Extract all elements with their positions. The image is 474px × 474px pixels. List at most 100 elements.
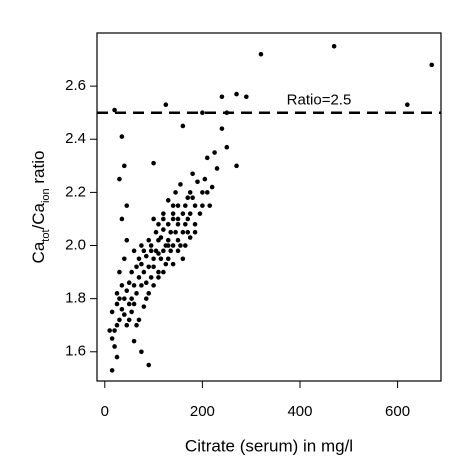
data-point <box>122 312 127 317</box>
data-point <box>429 62 435 68</box>
data-point <box>119 134 125 139</box>
data-point <box>129 269 134 275</box>
data-point <box>148 243 154 248</box>
data-point <box>170 211 176 216</box>
y-axis-label: Catot/Caion ratio <box>29 151 51 264</box>
data-point <box>146 291 152 296</box>
data-point <box>143 253 149 259</box>
x-tick-label: 600 <box>385 403 410 420</box>
data-point <box>183 243 188 248</box>
data-point <box>170 261 176 267</box>
data-point <box>165 221 171 227</box>
data-point <box>112 344 117 349</box>
data-point <box>192 229 198 235</box>
data-point <box>124 288 130 293</box>
data-point <box>151 264 156 270</box>
data-point <box>124 203 130 208</box>
data-point <box>146 237 152 243</box>
data-point <box>131 338 137 344</box>
data-point <box>183 221 188 227</box>
data-point <box>112 107 117 113</box>
data-point <box>170 243 176 248</box>
data-point <box>175 237 181 243</box>
data-point <box>185 195 191 201</box>
data-point <box>163 261 169 267</box>
data-point <box>141 304 147 309</box>
data-point <box>109 309 115 315</box>
data-point <box>153 229 159 235</box>
data-point <box>161 269 166 275</box>
data-point <box>114 301 120 307</box>
y-tick-label: 2.4 <box>65 130 86 147</box>
data-point <box>187 211 193 216</box>
data-point <box>185 216 191 222</box>
data-point <box>107 328 112 333</box>
data-point <box>331 43 337 49</box>
data-point <box>146 264 152 270</box>
data-point <box>151 283 156 288</box>
data-point <box>136 256 142 262</box>
data-point <box>109 336 115 341</box>
data-point <box>114 322 120 328</box>
data-point <box>114 354 120 360</box>
y-tick-label: 1.8 <box>65 290 86 307</box>
data-point <box>131 301 137 307</box>
data-point <box>175 216 181 222</box>
data-point <box>170 216 176 222</box>
data-point <box>204 190 210 195</box>
data-point <box>129 309 134 315</box>
data-point <box>119 306 125 312</box>
data-point <box>134 322 139 328</box>
data-point <box>136 317 142 323</box>
x-tick-label: 200 <box>190 403 215 420</box>
data-point <box>180 229 186 235</box>
data-point <box>122 256 127 262</box>
data-point <box>158 256 164 262</box>
data-point <box>190 195 195 201</box>
data-point <box>126 280 132 286</box>
data-point <box>112 328 117 333</box>
data-point <box>134 264 139 270</box>
data-point <box>141 248 147 254</box>
data-point <box>165 237 171 243</box>
data-point <box>187 190 193 195</box>
data-point <box>224 110 230 115</box>
data-point <box>200 110 205 115</box>
x-tick-label: 0 <box>101 403 109 420</box>
data-point <box>183 203 188 208</box>
data-point <box>178 182 183 187</box>
data-point <box>156 221 161 227</box>
x-axis-label: Citrate (serum) in mg/l <box>185 436 353 455</box>
data-point <box>165 256 171 262</box>
data-point <box>190 171 195 177</box>
data-point <box>117 269 122 275</box>
data-point <box>165 198 171 203</box>
data-point <box>180 123 186 129</box>
data-point <box>143 296 149 301</box>
data-point <box>139 283 144 288</box>
data-point <box>209 184 215 190</box>
data-point <box>224 144 230 150</box>
data-point <box>185 229 191 235</box>
data-point <box>158 235 164 240</box>
data-point <box>180 211 186 216</box>
y-axis-label-part: /Ca <box>29 202 48 229</box>
data-point <box>175 248 181 254</box>
data-point <box>200 190 205 195</box>
data-point <box>117 176 122 182</box>
data-point <box>234 91 239 97</box>
data-point <box>214 166 220 171</box>
data-point <box>175 221 181 227</box>
data-point <box>122 296 127 301</box>
data-point <box>139 349 144 355</box>
data-point <box>126 301 132 307</box>
data-point <box>114 291 120 296</box>
data-point <box>156 251 161 256</box>
y-tick-label: 1.6 <box>65 343 86 360</box>
y-tick-label: 2.6 <box>65 77 86 94</box>
data-point <box>204 155 210 161</box>
data-point <box>151 216 156 222</box>
data-point <box>161 211 166 216</box>
data-point <box>146 362 152 368</box>
data-point <box>173 229 178 235</box>
